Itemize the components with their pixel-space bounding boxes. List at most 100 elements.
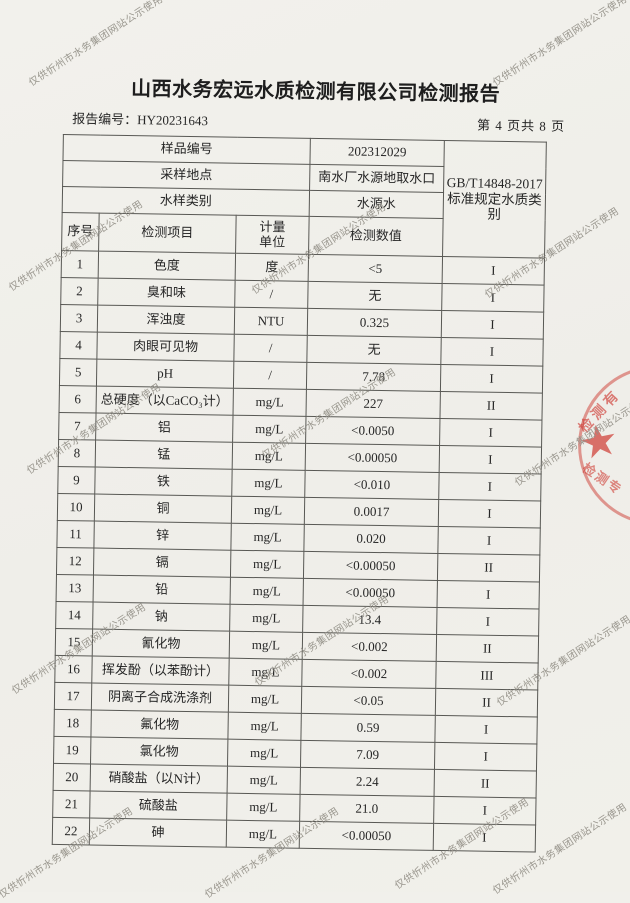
- quality-class: II: [434, 769, 537, 799]
- measured-value: <0.00050: [305, 443, 440, 473]
- unit: mg/L: [228, 658, 303, 687]
- report-number: 报告编号：HY20231643: [63, 108, 208, 129]
- stamp-arc-text-bottom: 检测专: [579, 460, 626, 498]
- test-item-name: pH: [96, 359, 234, 389]
- quality-class: II: [437, 553, 540, 583]
- measured-value: 7.78: [306, 362, 441, 392]
- standard-code: GB/T14848-2017: [446, 175, 543, 192]
- unit: mg/L: [226, 820, 300, 849]
- sample-info-value: 南水厂水源地取水口: [309, 164, 444, 193]
- header-item: 检测项目: [98, 213, 237, 254]
- measured-value: <5: [308, 254, 443, 284]
- unit: NTU: [234, 307, 308, 336]
- header-unit-line2: 单位: [259, 233, 286, 250]
- test-item-name: 挥发酚（以苯酚计）: [91, 656, 230, 686]
- measured-value: <0.0050: [305, 416, 440, 446]
- row-index: 17: [54, 682, 92, 711]
- test-item-name: 阴离子合成洗涤剂: [91, 683, 229, 713]
- row-index: 18: [53, 709, 92, 738]
- quality-class: I: [438, 499, 541, 529]
- measured-value: 0.0017: [304, 497, 439, 527]
- unit: mg/L: [232, 442, 306, 471]
- quality-class: I: [434, 742, 537, 772]
- row-index: 19: [53, 736, 91, 765]
- unit: mg/L: [227, 739, 301, 768]
- quality-class: I: [433, 796, 537, 826]
- measured-value: <0.010: [304, 470, 440, 500]
- quality-class: I: [436, 607, 540, 637]
- stamp-arc-text-top: 检测有: [576, 386, 625, 437]
- measured-value: 0.59: [300, 713, 436, 743]
- unit: mg/L: [231, 496, 305, 525]
- quality-class: I: [439, 445, 542, 475]
- quality-class: I: [442, 256, 545, 286]
- row-index: 21: [52, 790, 91, 819]
- unit: mg/L: [227, 766, 301, 795]
- quality-class: I: [440, 364, 543, 394]
- measured-value: 0.325: [307, 308, 442, 338]
- measured-value: 227: [306, 389, 441, 419]
- measured-value: 无: [307, 281, 443, 311]
- unit: mg/L: [230, 523, 305, 552]
- sample-info-value: 水源水: [309, 190, 444, 219]
- row-index: 7: [58, 412, 97, 441]
- quality-class: II: [436, 634, 539, 664]
- measured-value: 0.020: [303, 524, 439, 554]
- test-item-name: 镉: [93, 548, 231, 578]
- unit: /: [233, 361, 307, 390]
- row-index: 5: [59, 358, 97, 387]
- row-index: 6: [59, 385, 97, 414]
- results-table: 样品编号 202312029 GB/T14848-2017 标准规定水质类别 采…: [52, 134, 547, 853]
- row-index: 14: [55, 601, 94, 630]
- row-index: 15: [55, 628, 93, 657]
- test-item-name: 总硬度（以CaCO₃计）: [96, 386, 234, 416]
- test-item-name: 锰: [95, 440, 233, 470]
- header-value: 检测数值: [308, 216, 444, 257]
- test-item-name: 铝: [95, 413, 234, 443]
- quality-class: II: [435, 688, 538, 718]
- test-item-name: 浑浊度: [97, 305, 235, 335]
- quality-class: III: [435, 661, 539, 691]
- measured-value: <0.00050: [303, 551, 438, 581]
- quality-class: I: [437, 580, 540, 610]
- test-item-name: 铁: [94, 467, 233, 497]
- header-no: 序号: [61, 212, 100, 252]
- quality-class: I: [441, 310, 544, 340]
- unit: /: [234, 280, 309, 309]
- unit: /: [233, 334, 308, 363]
- test-item-name: 硫酸盐: [89, 791, 228, 821]
- test-item-name: 臭和味: [97, 278, 236, 308]
- measured-value: 2.24: [300, 767, 435, 797]
- test-item-name: 氟化物: [90, 710, 229, 740]
- results-tbody: 样品编号 202312029 GB/T14848-2017 标准规定水质类别 采…: [52, 134, 547, 853]
- row-index: 13: [56, 574, 94, 603]
- unit: mg/L: [230, 577, 304, 606]
- unit: mg/L: [226, 793, 301, 822]
- measured-value: 7.09: [300, 740, 435, 770]
- row-index: 10: [57, 493, 95, 522]
- quality-class: I: [434, 715, 538, 745]
- test-item-name: 色度: [98, 251, 236, 281]
- row-index: 2: [60, 277, 99, 306]
- test-item-name: 肉眼可见物: [96, 332, 235, 362]
- row-index: 11: [56, 520, 95, 549]
- measured-value: 无: [306, 335, 442, 365]
- measured-value: <0.002: [301, 659, 437, 689]
- sample-info-label: 采样地点: [62, 160, 310, 191]
- report-meta-row: 报告编号：HY20231643 第 4 页共 8 页: [63, 108, 567, 135]
- unit: mg/L: [229, 631, 303, 660]
- stamp-ring: [576, 364, 630, 527]
- quality-class: I: [440, 337, 544, 367]
- page-indicator: 第 4 页共 8 页: [476, 117, 566, 134]
- test-item-name: 硝酸盐（以N计）: [90, 764, 228, 794]
- test-item-name: 钠: [92, 602, 231, 632]
- row-index: 3: [60, 304, 98, 333]
- test-item-name: 氰化物: [92, 629, 230, 659]
- report-number-value: HY20231643: [137, 112, 209, 129]
- quality-class: I: [439, 418, 542, 448]
- unit: mg/L: [231, 469, 306, 498]
- measured-value: <0.05: [301, 686, 436, 716]
- test-item-name: 铅: [93, 575, 231, 605]
- quality-class: I: [441, 283, 545, 313]
